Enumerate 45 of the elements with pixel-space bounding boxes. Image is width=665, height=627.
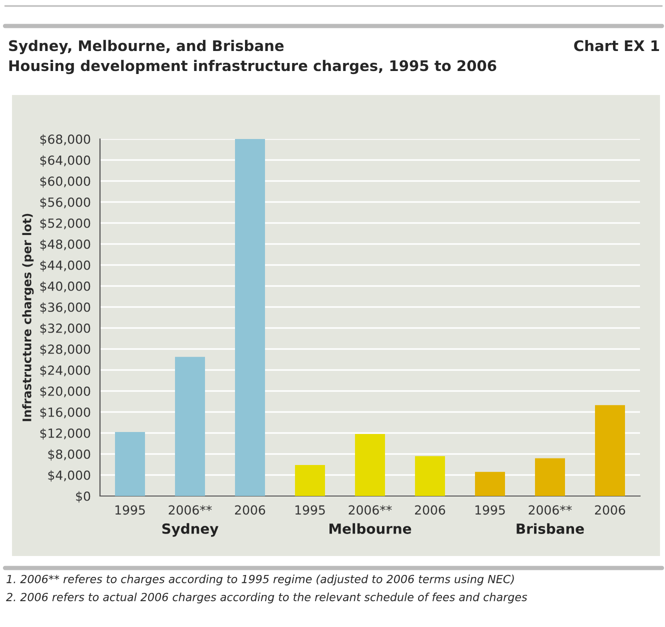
y-tick-label: $44,000 <box>40 260 90 272</box>
text: 2. 2006 refers to actual 2006 charges according to the relevant schedule of fees and charges <box>6 592 528 604</box>
y-tick-label: $52,000 <box>40 218 90 230</box>
y-tick-label: $68,000 <box>40 134 90 146</box>
text: 1. 2006** referes to charges according to 1995 regime (adjusted to 2006 terms using NEC) <box>6 574 514 586</box>
y-tick-label: $60,000 <box>40 176 90 188</box>
y-tick-label: $64,000 <box>40 155 90 167</box>
y-tick-label: $16,000 <box>40 407 90 419</box>
y-axis-title: Infrastructure charges (per lot) <box>22 214 34 422</box>
y-tick-label: $24,000 <box>40 365 90 377</box>
y-tick-label: $0 <box>76 491 90 503</box>
y-tick-label: $20,000 <box>40 386 90 398</box>
y-tick-label: $32,000 <box>40 323 90 335</box>
y-tick-label: $8,000 <box>48 449 90 461</box>
bar <box>115 432 145 496</box>
x-tick-label: 2006 <box>235 505 266 515</box>
x-tick-label: 2006 <box>595 505 626 515</box>
bar <box>235 139 265 496</box>
chart-title: Sydney, Melbourne, and Brisbane <box>9 40 284 54</box>
x-tick-label: 1995 <box>115 505 145 515</box>
bar <box>595 405 625 496</box>
bar <box>295 465 325 496</box>
x-tick-label: 1995 <box>295 505 325 515</box>
y-tick-label: $36,000 <box>40 302 90 314</box>
y-tick-label: $28,000 <box>40 344 90 356</box>
x-tick-label: 2006** <box>168 505 212 515</box>
x-tick-label: 2006 <box>415 505 446 515</box>
bar <box>355 434 385 496</box>
text: Chart EX 1 <box>574 40 659 52</box>
series-label: Melbourne <box>330 523 412 534</box>
text: Brisbane <box>516 523 584 534</box>
bar <box>535 458 565 496</box>
x-tick-label: 1995 <box>475 505 505 515</box>
chart-subtitle: Housing development infrastructure charges, 1995 to 2006 <box>9 60 496 74</box>
text: Sydney <box>162 523 218 537</box>
y-tick-label: $12,000 <box>40 428 90 440</box>
y-tick-label: $4,000 <box>48 470 90 482</box>
bar <box>415 456 445 496</box>
y-tick-label: $48,000 <box>40 239 90 251</box>
y-tick-label: $56,000 <box>40 197 90 209</box>
bar <box>175 356 205 496</box>
x-tick-label: 2006** <box>348 505 392 515</box>
y-tick-label: $40,000 <box>40 281 90 293</box>
x-tick-label: 2006** <box>528 505 572 515</box>
bar <box>475 472 505 496</box>
